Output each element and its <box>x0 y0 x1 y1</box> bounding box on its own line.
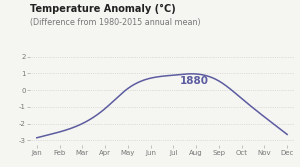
Text: Temperature Anomaly (°C): Temperature Anomaly (°C) <box>30 4 176 14</box>
Text: (Difference from 1980-2015 annual mean): (Difference from 1980-2015 annual mean) <box>30 18 201 27</box>
Text: 1880: 1880 <box>180 76 209 87</box>
